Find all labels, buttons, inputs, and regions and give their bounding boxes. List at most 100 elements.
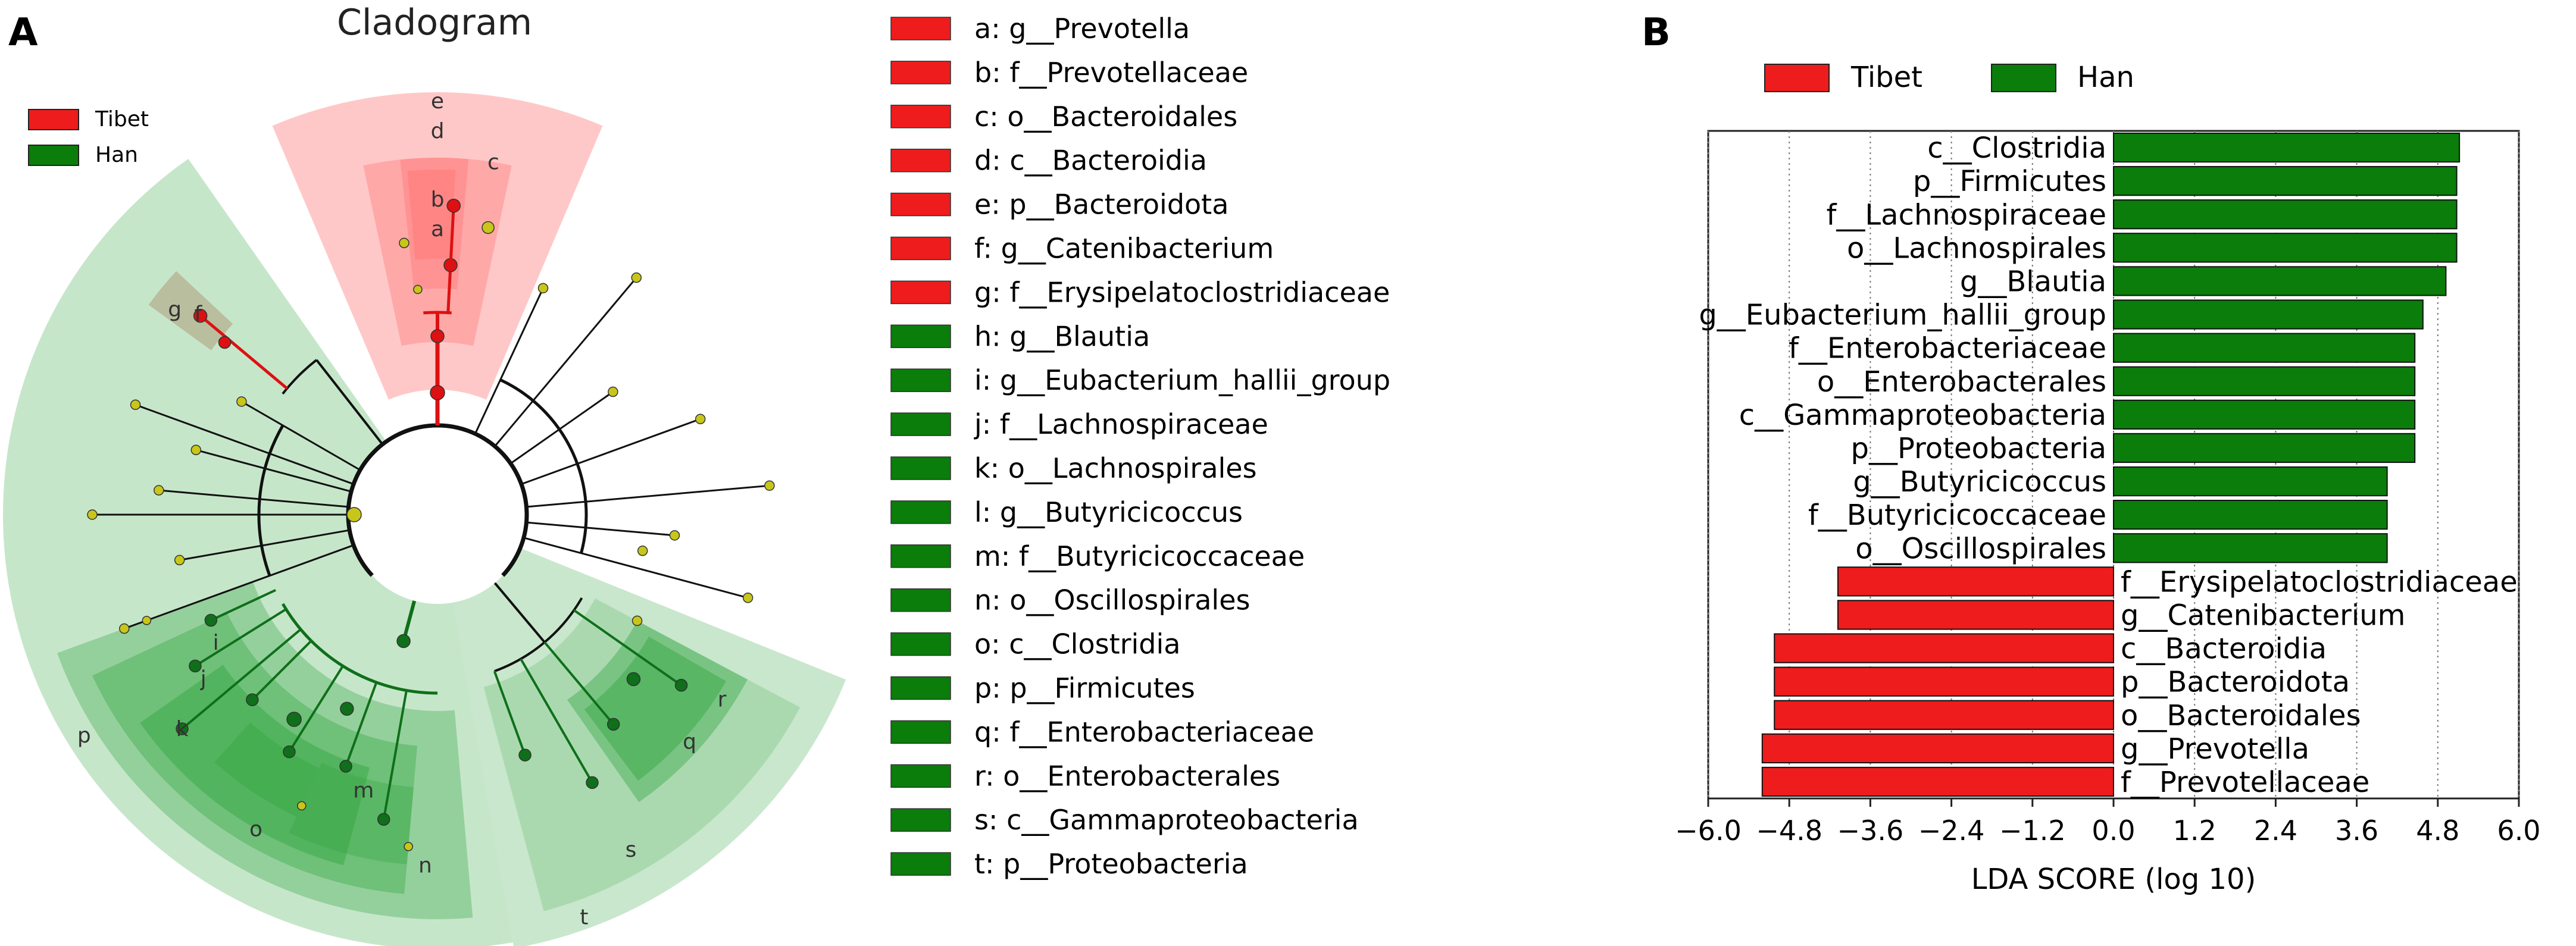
key-swatch	[890, 456, 951, 480]
tree-branch	[241, 400, 361, 471]
key-swatch	[890, 17, 951, 40]
lda-legend-swatch-han	[1991, 64, 2056, 92]
tree-node	[346, 507, 362, 522]
key-item-label: b: f__Prevotellaceae	[974, 57, 1248, 89]
key-item-label: i: g__Eubacterium_hallii_group	[974, 364, 1390, 396]
lda-tick-label: −3.6	[1837, 815, 1904, 847]
key-swatch	[890, 324, 951, 349]
lda-bar	[1761, 766, 2115, 797]
key-item-label: q: f__Enterobacteriaceae	[974, 716, 1314, 748]
tree-node	[626, 672, 641, 687]
tree-node	[119, 623, 130, 634]
key-item-label: d: c__Bacteroidia	[974, 145, 1207, 177]
lda-legend-label-tibet: Tibet	[1850, 61, 1922, 94]
clade-sector	[214, 722, 320, 817]
tree-branch	[543, 641, 615, 725]
clade-letter: c	[487, 150, 499, 174]
clade-letters: ed c ba g f p k ji o m n qr s t	[77, 89, 727, 930]
lda-category-label: g__Catenibacterium	[2121, 599, 2405, 632]
lda-legend: Tibet Han	[1764, 61, 2134, 94]
tree-branch	[493, 671, 526, 756]
key-swatch	[890, 764, 951, 788]
clade-sector	[567, 621, 748, 803]
tree-node	[537, 283, 549, 294]
clade-letter: f	[194, 302, 202, 327]
lda-category-label: g__Butyricicoccus	[1853, 465, 2106, 499]
lda-category-label: f__Erysipelatoclostridiaceae	[2121, 565, 2518, 599]
key-swatch	[890, 852, 951, 876]
tree-branch	[526, 484, 770, 508]
key-item-label: k: o__Lachnospirales	[974, 452, 1257, 484]
tree-node	[742, 593, 754, 603]
lda-x-axis-label: LDA SCORE (log 10)	[1971, 863, 2256, 896]
clade-letter: b	[431, 187, 445, 212]
tree-node	[154, 485, 164, 496]
tree-branch	[124, 544, 354, 629]
tree-branch	[499, 378, 588, 554]
lda-bar	[1774, 700, 2114, 730]
legend-swatch-han	[28, 145, 79, 166]
tree-branch	[288, 665, 344, 753]
key-item-label: o: c__Clostridia	[974, 628, 1180, 660]
key-item-label: m: f__Butyricicoccaceae	[974, 540, 1305, 572]
lda-tick-label: −2.4	[1918, 815, 1985, 847]
clade-sector	[453, 548, 846, 946]
key-swatch	[890, 192, 951, 217]
clade-letter: s	[626, 838, 637, 862]
lda-legend-swatch-tibet	[1764, 64, 1830, 92]
tree-node	[608, 386, 618, 397]
clade-sector	[407, 170, 456, 260]
tree-node	[130, 399, 141, 411]
clade-sector	[363, 158, 512, 346]
lda-bar	[2113, 199, 2458, 230]
lda-tick-label: 2.4	[2254, 815, 2297, 847]
tree-branch	[526, 521, 675, 537]
tree-node	[674, 679, 688, 692]
tree-branch	[449, 205, 455, 265]
key-swatch	[890, 632, 951, 656]
clade-letter: j	[200, 666, 207, 691]
panel-b-letter: B	[1642, 11, 1671, 55]
tree-branch	[523, 537, 748, 599]
lda-category-label: g__Prevotella	[2121, 732, 2309, 766]
tree-node	[586, 776, 599, 790]
tree-node	[142, 616, 152, 625]
lda-bar	[2113, 266, 2447, 296]
tree-node	[396, 634, 411, 649]
legend-swatch-tibet	[28, 109, 79, 130]
tree-branch	[282, 359, 318, 395]
lda-category-label: o__Bacteroidales	[2121, 699, 2361, 732]
lda-bar	[2113, 366, 2416, 396]
tree-branch	[257, 424, 285, 577]
tree-node	[189, 659, 202, 673]
key-swatch	[890, 61, 951, 84]
clade-letter: d	[431, 119, 445, 143]
tree-node	[246, 693, 259, 706]
key-item-label: a: g__Prevotella	[974, 12, 1190, 45]
tree-node	[236, 396, 247, 407]
tree-branch	[423, 311, 452, 315]
tree-node	[669, 530, 680, 541]
tree-node	[632, 615, 643, 627]
clade-letter: n	[418, 854, 432, 878]
lda-tick-label: −1.2	[1999, 815, 2066, 847]
tree-node	[174, 555, 185, 566]
tree-node	[193, 309, 208, 323]
tree-branch	[194, 608, 287, 668]
clade-letter: k	[176, 717, 189, 741]
lda-bar	[2113, 299, 2424, 330]
tree-branch	[135, 403, 354, 485]
tree-node	[764, 480, 775, 491]
clade-letter: e	[431, 89, 444, 114]
clade-sector	[584, 637, 726, 781]
key-swatch	[890, 720, 951, 744]
key-item-label: s: c__Gammaproteobacteria	[974, 804, 1359, 836]
clade-sector	[272, 92, 603, 400]
clade-letter: o	[249, 817, 262, 841]
key-item-label: h: g__Blautia	[974, 320, 1150, 352]
tree-branch	[474, 287, 544, 434]
clade-sector	[2, 159, 386, 811]
lda-bar	[2113, 533, 2388, 563]
panel-a-letter: A	[8, 11, 38, 55]
clade-letter: q	[683, 729, 696, 754]
